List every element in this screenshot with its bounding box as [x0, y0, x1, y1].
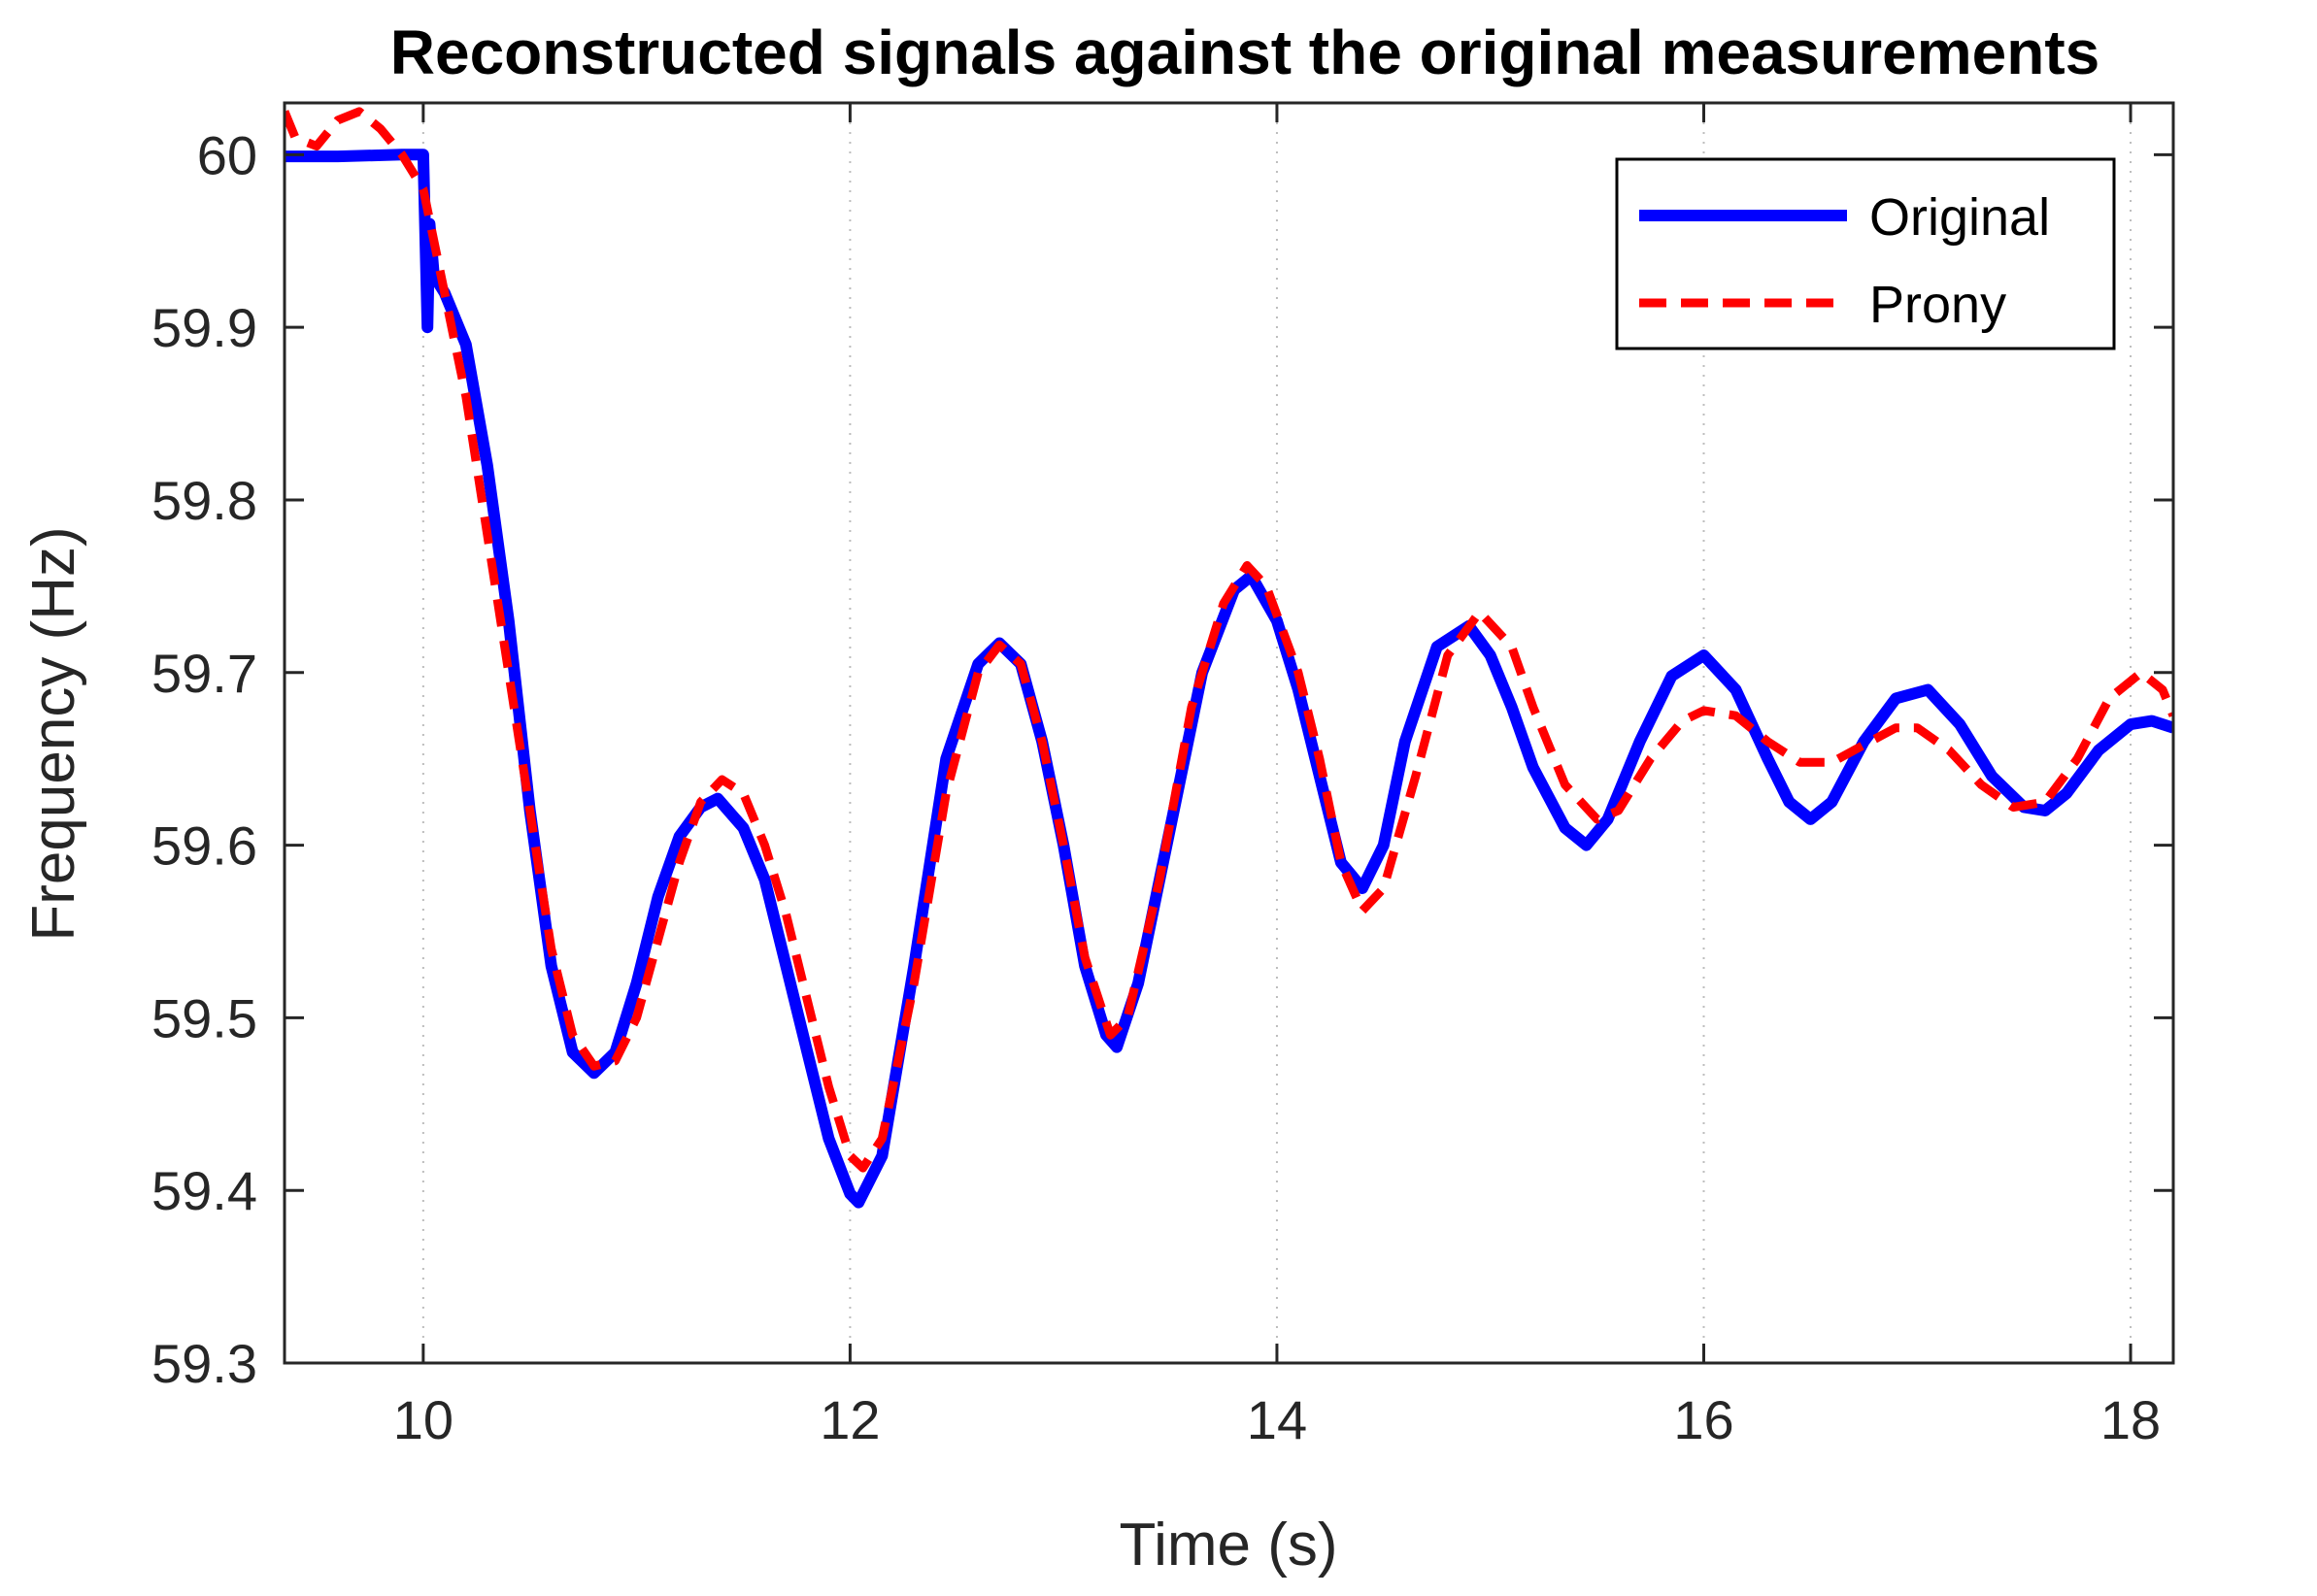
series-layer	[285, 107, 2173, 1209]
series-line-prony	[285, 107, 2173, 1173]
legend-label-original: Original	[1869, 188, 2050, 247]
grid-lines	[421, 103, 2132, 1363]
y-tick-label: 59.9	[151, 297, 257, 358]
x-tick-label: 16	[1673, 1389, 1733, 1450]
legend-label-prony: Prony	[1869, 276, 2006, 334]
legend-box	[1615, 157, 2116, 350]
y-tick-label: 59.8	[151, 470, 257, 531]
y-tick-label: 59.5	[151, 987, 257, 1048]
chart-title: Reconstructed signals against the origin…	[390, 17, 2100, 87]
y-tick-label: 59.4	[151, 1160, 257, 1221]
y-tick-label: 59.7	[151, 643, 257, 704]
x-tick-label: 10	[393, 1389, 453, 1450]
plot-frame	[283, 101, 2175, 1365]
y-tick-label: 59.6	[151, 815, 257, 877]
y-axis-label: Frequency (Hz)	[20, 526, 87, 941]
y-tick-label: 59.3	[151, 1333, 257, 1394]
x-axis-label: Time (s)	[1120, 1512, 1338, 1579]
x-tick-label: 18	[2100, 1389, 2161, 1450]
y-tick-label: 60	[197, 124, 257, 185]
tick-marks	[285, 103, 2173, 1365]
x-tick-label: 12	[820, 1389, 880, 1450]
legend: Original Prony	[1615, 157, 2116, 350]
y-tick-labels: 59.3 59.4 59.5 59.6 59.7 59.8 59.9 60	[151, 124, 257, 1394]
x-tick-labels: 10 12 14 16 18	[393, 1389, 2161, 1450]
x-tick-label: 14	[1247, 1389, 1307, 1450]
series-line-original	[285, 149, 2173, 1209]
